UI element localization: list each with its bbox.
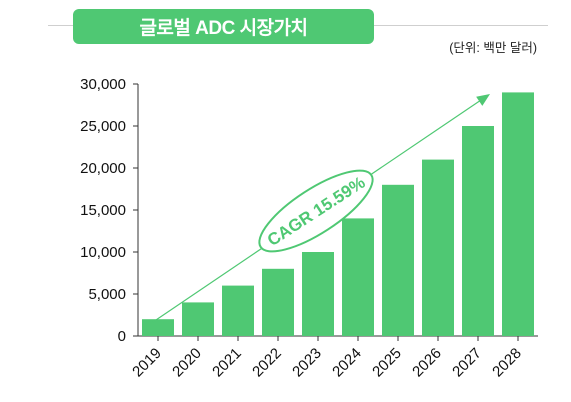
bar	[462, 126, 494, 336]
chart-title: 글로벌 ADC 시장가치	[73, 9, 374, 44]
x-tick-label: 2023	[289, 345, 325, 381]
y-tick-label: 20,000	[80, 160, 126, 177]
cagr-ellipse	[258, 169, 374, 253]
x-tick-label: 2028	[489, 345, 525, 381]
x-tick-label: 2019	[129, 345, 165, 381]
bar	[382, 184, 414, 336]
bar	[182, 302, 214, 336]
x-tick-label: 2024	[329, 345, 365, 381]
x-tick-label: 2022	[249, 345, 285, 381]
bar	[422, 159, 454, 336]
bar	[342, 218, 374, 336]
y-tick-label: 25,000	[80, 118, 126, 135]
y-tick-label: 0	[118, 328, 126, 345]
bar	[502, 92, 534, 337]
y-tick-label: 5,000	[88, 286, 126, 303]
x-tick-label: 2020	[169, 345, 205, 381]
x-tick-label: 2021	[209, 345, 245, 381]
bar	[262, 268, 294, 336]
bar	[302, 252, 334, 336]
bar	[142, 319, 174, 336]
x-tick-label: 2026	[409, 345, 445, 381]
x-tick-label: 2025	[369, 345, 405, 381]
bar	[222, 285, 254, 336]
y-tick-label: 30,000	[80, 76, 126, 93]
unit-note: (단위: 백만 달러)	[449, 41, 537, 55]
y-tick-label: 15,000	[80, 202, 126, 219]
trend-arrow-head	[476, 94, 490, 106]
x-tick-label: 2027	[449, 345, 485, 381]
y-tick-label: 10,000	[80, 244, 126, 261]
